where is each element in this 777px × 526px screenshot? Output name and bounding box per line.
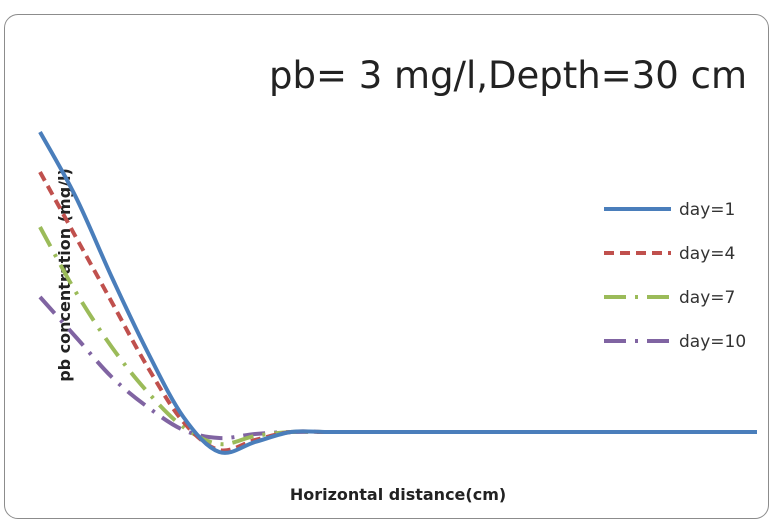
chart-title: pb= 3 mg/l,Depth=30 cm bbox=[269, 54, 747, 97]
legend-label-1: day=1 bbox=[679, 200, 735, 220]
series-line-3 bbox=[38, 226, 757, 447]
legend: day=1 day=4 day=7 day=10 bbox=[604, 200, 746, 352]
legend-label-2: day=4 bbox=[679, 244, 735, 264]
legend-label-4: day=10 bbox=[679, 332, 746, 352]
series-layer bbox=[38, 131, 757, 455]
series-line-1 bbox=[38, 131, 757, 455]
series-line-2 bbox=[38, 171, 757, 453]
series-line-4 bbox=[38, 295, 757, 441]
chart-frame bbox=[4, 14, 769, 519]
legend-label-3: day=7 bbox=[679, 288, 735, 308]
x-axis-label: Horizontal distance(cm) bbox=[290, 485, 506, 504]
